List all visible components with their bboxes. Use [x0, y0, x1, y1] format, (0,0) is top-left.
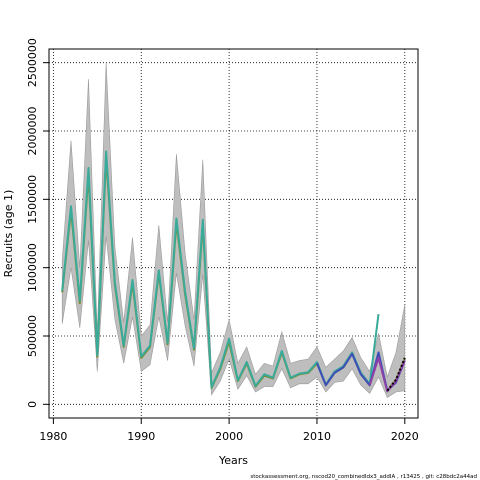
x-axis: 1980 1990 2000 2010 2020 [39, 417, 419, 443]
x-tick-label: 2010 [303, 430, 331, 443]
y-tick-label: 0 [26, 401, 39, 408]
x-tick-label: 1990 [127, 430, 155, 443]
y-tick-label: 2000000 [26, 107, 39, 156]
series-lines [61, 150, 406, 393]
y-tick-label: 500000 [26, 315, 39, 357]
y-axis-title: Recruits (age 1) [2, 190, 15, 278]
y-axis: 0 500000 1000000 1500000 2000000 2500000 [26, 38, 50, 408]
y-tick-label: 1000000 [26, 243, 39, 292]
y-tick-label: 2500000 [26, 38, 39, 87]
series-line-5 [386, 357, 406, 392]
x-axis-title: Years [218, 454, 248, 467]
x-tick-label: 1980 [39, 430, 67, 443]
y-tick-label: 1500000 [26, 175, 39, 224]
x-tick-label: 2020 [391, 430, 419, 443]
footer-text: stockassessment.org, nscod20_combinedIdx… [250, 474, 477, 480]
confidence-band [61, 62, 406, 398]
x-tick-label: 2000 [215, 430, 243, 443]
